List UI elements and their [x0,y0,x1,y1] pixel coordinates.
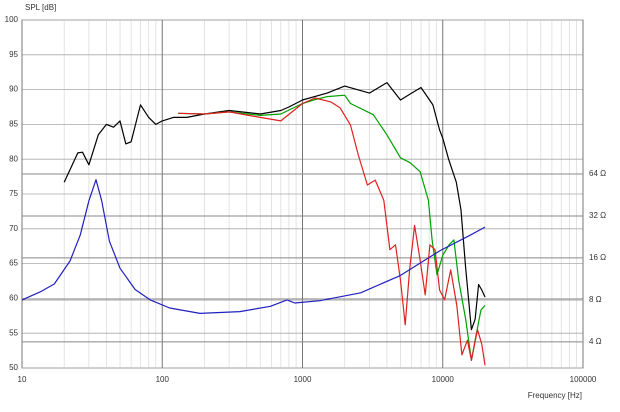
x-axis-label: Frequency [Hz] [528,391,582,400]
x-tick-label: 10 [18,375,27,384]
x-tick-label: 100 [156,375,170,384]
y-tick-label: 80 [9,154,18,163]
y2-tick-label: 64 Ω [589,169,606,178]
y-tick-label: 55 [9,328,18,337]
y-tick-label: 65 [9,259,18,268]
y-tick-label: 70 [9,224,18,233]
series-line [63,82,486,331]
x-tick-label: 100000 [570,375,597,384]
y-tick-label: 90 [9,85,18,94]
y-tick-label: 75 [9,189,18,198]
x-tick-label: 1000 [294,375,312,384]
y-tick-label: 85 [9,120,18,129]
series-line [178,94,486,361]
marks [21,82,486,366]
y2-tick-label: 32 Ω [589,211,606,220]
y2-tick-label: 8 Ω [589,295,602,304]
series-line [178,97,486,366]
x-tick-label: 10000 [432,375,455,384]
y-axis-label: SPL [dB] [25,3,56,12]
grid [21,19,584,369]
y2-tick-label: 4 Ω [589,337,602,346]
y-tick-label: 100 [5,15,19,24]
y-tick-label: 95 [9,50,18,59]
y2-tick-label: 16 Ω [589,253,606,262]
y-tick-label: 50 [9,363,18,372]
y-tick-label: 60 [9,294,18,303]
series-line [21,179,486,314]
